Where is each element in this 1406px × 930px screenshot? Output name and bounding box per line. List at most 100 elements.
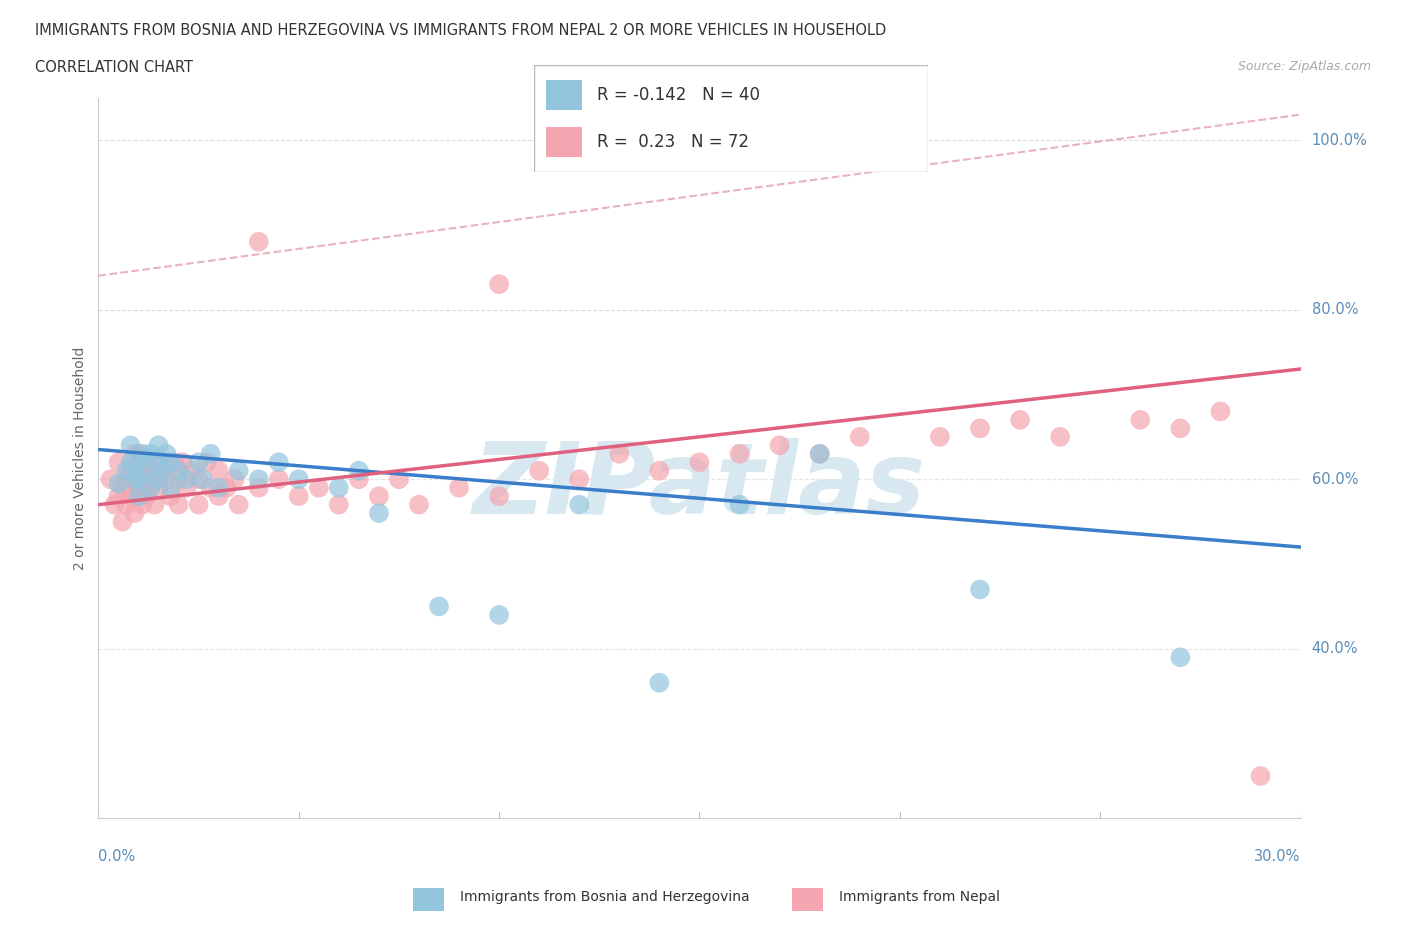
Point: [688, 455, 710, 470]
Point: [124, 472, 146, 486]
FancyBboxPatch shape: [793, 888, 824, 911]
Point: [529, 463, 551, 478]
Point: [808, 446, 831, 461]
Point: [247, 234, 270, 249]
Y-axis label: 2 or more Vehicles in Household: 2 or more Vehicles in Household: [73, 346, 87, 570]
Text: 60.0%: 60.0%: [1312, 472, 1358, 486]
Point: [120, 438, 142, 453]
Point: [148, 455, 170, 470]
Point: [128, 472, 150, 486]
Point: [128, 480, 150, 495]
Text: IMMIGRANTS FROM BOSNIA AND HERZEGOVINA VS IMMIGRANTS FROM NEPAL 2 OR MORE VEHICL: IMMIGRANTS FROM BOSNIA AND HERZEGOVINA V…: [35, 23, 886, 38]
Point: [131, 446, 153, 461]
Point: [568, 472, 591, 486]
Point: [368, 489, 391, 504]
Point: [143, 472, 166, 486]
Point: [1209, 404, 1232, 418]
Point: [187, 498, 209, 512]
Point: [427, 599, 450, 614]
Point: [120, 463, 142, 478]
Point: [152, 463, 174, 478]
Point: [139, 480, 162, 495]
Text: CORRELATION CHART: CORRELATION CHART: [35, 60, 193, 75]
Point: [172, 455, 194, 470]
Text: R = -0.142   N = 40: R = -0.142 N = 40: [598, 86, 761, 104]
Point: [267, 455, 290, 470]
Point: [111, 514, 134, 529]
Point: [163, 455, 186, 470]
Point: [128, 455, 150, 470]
Point: [388, 472, 411, 486]
Point: [208, 480, 231, 495]
Point: [488, 489, 510, 504]
Point: [128, 446, 150, 461]
Point: [328, 498, 350, 512]
Point: [408, 498, 430, 512]
Point: [228, 463, 250, 478]
Point: [1129, 412, 1152, 427]
Point: [808, 446, 831, 461]
Point: [159, 480, 181, 495]
Point: [609, 446, 631, 461]
Point: [148, 480, 170, 495]
Point: [849, 430, 872, 445]
Point: [176, 472, 198, 486]
Point: [107, 455, 129, 470]
Point: [728, 498, 751, 512]
Point: [1049, 430, 1071, 445]
Point: [115, 472, 138, 486]
Point: [347, 472, 370, 486]
Point: [103, 498, 125, 512]
Point: [288, 489, 311, 504]
Point: [208, 489, 231, 504]
Text: R =  0.23   N = 72: R = 0.23 N = 72: [598, 133, 749, 151]
Point: [969, 582, 991, 597]
Point: [135, 455, 157, 470]
Point: [1170, 650, 1192, 665]
Text: Immigrants from Bosnia and Herzegovina: Immigrants from Bosnia and Herzegovina: [460, 890, 749, 905]
FancyBboxPatch shape: [534, 65, 928, 172]
Point: [180, 463, 202, 478]
Text: 80.0%: 80.0%: [1312, 302, 1358, 317]
Point: [195, 455, 218, 470]
Point: [648, 463, 671, 478]
Point: [148, 438, 170, 453]
Point: [247, 472, 270, 486]
Point: [969, 421, 991, 436]
Point: [1010, 412, 1032, 427]
Point: [768, 438, 790, 453]
Point: [152, 463, 174, 478]
Point: [155, 446, 177, 461]
Point: [139, 463, 162, 478]
Point: [167, 463, 190, 478]
FancyBboxPatch shape: [546, 127, 582, 157]
FancyBboxPatch shape: [413, 888, 444, 911]
Point: [120, 489, 142, 504]
Point: [111, 480, 134, 495]
Point: [139, 480, 162, 495]
Point: [124, 506, 146, 521]
Point: [347, 463, 370, 478]
Point: [155, 472, 177, 486]
Point: [100, 472, 122, 486]
Point: [131, 498, 153, 512]
Point: [128, 463, 150, 478]
Point: [148, 472, 170, 486]
Point: [200, 446, 222, 461]
Point: [176, 480, 198, 495]
Point: [167, 472, 190, 486]
Text: 40.0%: 40.0%: [1312, 642, 1358, 657]
FancyBboxPatch shape: [546, 80, 582, 110]
Point: [191, 472, 214, 486]
Point: [159, 489, 181, 504]
Point: [228, 498, 250, 512]
Point: [135, 463, 157, 478]
Point: [167, 498, 190, 512]
Point: [200, 480, 222, 495]
Point: [128, 489, 150, 504]
Point: [488, 277, 510, 292]
Text: 30.0%: 30.0%: [1254, 849, 1301, 864]
Point: [107, 476, 129, 491]
Point: [368, 506, 391, 521]
Text: 100.0%: 100.0%: [1312, 133, 1368, 148]
